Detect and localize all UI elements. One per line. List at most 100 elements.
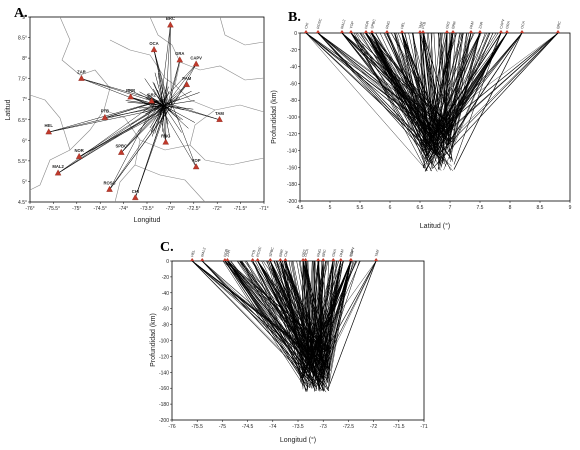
station-triangle [519,30,525,33]
border-line [29,109,105,191]
station-triangle [498,30,504,33]
x-tick-label: 8 [509,205,512,211]
ray-line [192,260,315,383]
station-triangle [348,258,354,261]
ray-line [424,32,446,154]
panel-b-rays [305,32,559,172]
y-tick-label: -60 [290,81,297,87]
y-tick-label: -140 [159,370,169,376]
ray-line [453,32,502,165]
station-label: ZAR [77,70,86,75]
ray-line [443,32,502,171]
ray-line [288,260,308,356]
x-tick-label: 5 [329,205,332,211]
ray-line [202,260,303,357]
ray-line [317,32,452,130]
station-triangle [444,30,450,33]
ray-line [142,105,164,113]
x-tick-label: -72.5° [187,206,200,212]
ray-line [420,32,444,138]
ray-line [146,93,164,106]
ray-line [313,260,318,361]
ray-line [422,32,454,130]
station-label: OCA [304,248,310,257]
station-label: NOR [223,248,229,257]
x-tick-label: -73 [320,424,327,430]
ray-line [370,32,430,164]
ray-line [109,101,156,190]
ray-line [449,32,464,145]
panel-a-y-ticks: 9° 8.5° 8° 7.5° 7° 6.5° 6° 5.5° 5° 4.5° [18,15,30,206]
y-tick-label: 0 [294,31,297,37]
station-triangle [373,258,379,261]
ray-line [425,32,463,166]
station-triangle [176,56,184,63]
y-tick-label: 9° [22,15,27,21]
ray-line [364,32,439,160]
station-triangle [339,30,345,33]
ray-line [163,105,195,123]
station-label: CAPV [349,246,356,257]
ray-line [450,32,468,162]
ray-line [153,101,164,106]
station-label: BRR [451,21,457,30]
border-line [174,61,265,113]
ray-line [153,83,164,106]
y-tick-label: -160 [159,386,169,392]
station-triangle [75,152,83,159]
station-label: PTB [101,109,109,114]
ray-line [305,32,436,156]
ray-line [440,32,486,165]
station-triangle [148,97,155,104]
ray-line [426,32,475,129]
y-tick-label: -40 [290,65,297,71]
station-triangle [132,194,139,201]
station-triangle [477,30,483,33]
panel-c-letter: C. [160,240,174,255]
ray-line [251,260,326,373]
ray-line [150,105,164,132]
station-triangle [363,30,369,33]
ray-line [139,105,164,109]
ray-line [81,78,159,101]
x-tick-label: -74.5° [93,206,106,212]
ray-line [317,260,334,368]
ray-line [163,90,192,106]
border-line [134,164,206,203]
station-label: RNG [161,133,170,138]
ray-line [168,60,180,101]
station-triangle [216,115,223,122]
panel-b-x-ticks: 4.5 5 5.5 6 6.5 7 7.5 8 8.5 9 [297,201,572,211]
y-tick-label: 8.5° [18,36,27,42]
ray-line [201,260,307,374]
ray-line [442,32,508,127]
ray-line [300,260,312,351]
y-tick-label: 6.5° [18,118,27,124]
x-tick-label: -75.5 [191,424,203,430]
station-label: MAL2 [52,164,64,169]
x-tick-label: -71° [259,206,268,212]
station-label: GR2 [445,21,451,29]
station-triangle [101,113,109,120]
panel-a-x-ticks: -76° -75.5° -75° -74.5° -74° -73.5° -73° -72.5°… [25,202,269,212]
ray-line [121,109,162,153]
ray-line [170,25,172,108]
ray-line [48,106,169,133]
ray-line [224,260,306,384]
ray-line [151,105,164,137]
station-label: TAM [374,249,380,257]
ray-line [168,104,220,120]
station-triangle [162,138,169,145]
station-label: ROSC [256,246,263,257]
y-tick-label: -180 [287,182,297,188]
station-label: BRR [126,88,135,93]
ray-line [163,104,173,106]
station-label: RNG [316,248,322,257]
ray-line [427,32,559,130]
ray-line [166,64,197,104]
x-tick-label: 6.5 [417,205,424,211]
station-label: SPBC [268,246,275,257]
ray-line [307,260,344,373]
ray-line [317,260,325,391]
